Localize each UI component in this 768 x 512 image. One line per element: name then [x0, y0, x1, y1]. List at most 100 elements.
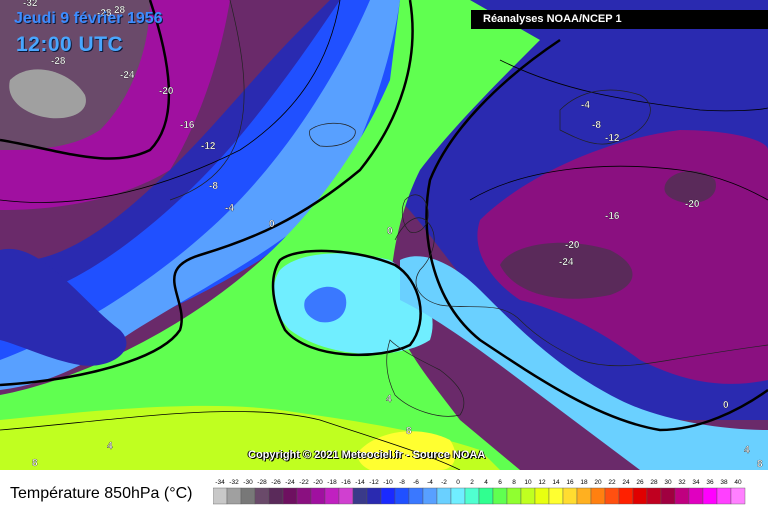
- isotherm-label: -28: [97, 8, 112, 19]
- scale-swatch: [436, 487, 452, 505]
- scale-tick-label: 10: [524, 479, 532, 486]
- scale-tick-label: 12: [538, 479, 546, 486]
- scale-swatch: [310, 487, 326, 505]
- cold-core-europe: [500, 242, 633, 299]
- isotherm-label: -24: [120, 70, 135, 81]
- isotherm-label: 8: [406, 426, 412, 437]
- scale-swatch: [520, 487, 536, 505]
- scale-tick-label: -30: [243, 479, 253, 486]
- scale-tick-label: 24: [622, 479, 630, 486]
- scale-swatch: [646, 487, 662, 505]
- cold-blue-southwest: [0, 248, 127, 366]
- coastline-uk: [401, 194, 429, 233]
- scale-swatch: [464, 487, 480, 505]
- scale-tick-label: -24: [285, 479, 295, 486]
- isotherm-label: -20: [685, 199, 700, 210]
- scale-swatch: [226, 487, 242, 505]
- scale-tick-label: 8: [512, 479, 516, 486]
- contour-line: [0, 0, 341, 203]
- contour-line: [0, 411, 461, 470]
- scale-swatch: [240, 487, 256, 505]
- scale-swatch: [213, 487, 228, 505]
- mid-blue-band: [0, 0, 420, 370]
- scale-tick-label: 32: [678, 479, 686, 486]
- scale-tick-label: 20: [594, 479, 602, 486]
- scale-tick-label: -6: [413, 479, 419, 486]
- cold-core-east: [664, 170, 716, 204]
- isotherm-label: -12: [605, 133, 620, 144]
- scale-swatch: [632, 487, 648, 505]
- isotherm-label: 4: [386, 394, 392, 405]
- isotherm-label: 0: [387, 226, 393, 237]
- scale-swatch: [324, 487, 340, 505]
- scale-tick-label: 18: [580, 479, 588, 486]
- scale-swatch: [590, 487, 606, 505]
- scale-swatch: [618, 487, 634, 505]
- scale-tick-label: -4: [427, 479, 433, 486]
- scale-tick-label: 26: [636, 479, 644, 486]
- isotherm-label: -20: [565, 240, 580, 251]
- copyright-notice: Copyright © 2021 Meteociel.fr - Source N…: [248, 449, 486, 461]
- isotherm-label: 4: [744, 445, 750, 456]
- coldest-greenland: [9, 69, 86, 119]
- scale-swatch: [408, 487, 424, 505]
- scale-tick-label: -34: [215, 479, 225, 486]
- isotherm-label: -4: [225, 203, 234, 214]
- scale-tick-label: 28: [650, 479, 658, 486]
- isotherm-zero-atlantic: [0, 0, 414, 387]
- scale-swatch: [422, 487, 438, 505]
- isotherm-label: -12: [201, 141, 216, 152]
- scale-tick-label: -8: [399, 479, 405, 486]
- scale-tick-label: -32: [229, 479, 239, 486]
- isotherm-zero-east: [425, 38, 768, 432]
- isotherm-label: 8: [757, 459, 763, 470]
- scale-swatch: [254, 487, 270, 505]
- isotherm-label: -8: [592, 120, 601, 131]
- scale-swatch: [352, 487, 368, 505]
- temperature-map: -32 -28 28 -28 -24 -20 -16 -12 -8 -4 0 0…: [0, 0, 768, 470]
- mild-green-zone: [0, 0, 540, 470]
- isotherm-label: -16: [605, 211, 620, 222]
- cyan-med-zone: [400, 256, 768, 470]
- isotherm-label: -20: [159, 86, 174, 97]
- scale-swatch: [730, 487, 746, 505]
- map-time: 12:00 UTC: [16, 33, 124, 56]
- scale-swatch: [576, 487, 592, 505]
- scale-swatch: [688, 487, 704, 505]
- cool-blue-cell: [304, 286, 347, 323]
- scale-swatch: [282, 487, 298, 505]
- scale-swatch: [380, 487, 396, 505]
- scale-tick-label: -10: [383, 479, 393, 486]
- scale-tick-label: 4: [484, 479, 488, 486]
- scale-tick-label: 14: [552, 479, 560, 486]
- map-date: Jeudi 9 février 1956: [14, 10, 163, 27]
- scale-swatch: [450, 487, 466, 505]
- scale-swatch: [534, 487, 550, 505]
- color-scale: -34 -32 -30 -28 -26 -24 -22 -20 -18 -16 -14 -12 -10-…: [213, 479, 746, 505]
- coastline-europe: [394, 217, 768, 367]
- scale-swatch: [674, 487, 690, 505]
- scale-swatch: [366, 487, 382, 505]
- isotherm-label: -28: [51, 56, 66, 67]
- scale-tick-label: -28: [257, 479, 267, 486]
- scale-tick-label: 40: [734, 479, 742, 486]
- coastline-iberia: [386, 339, 465, 417]
- scale-tick-label: 34: [692, 479, 700, 486]
- isotherm-label: -16: [180, 120, 195, 131]
- scale-tick-label: 30: [664, 479, 672, 486]
- scale-tick-label: 22: [608, 479, 616, 486]
- scale-swatch: [548, 487, 564, 505]
- source-label: Réanalyses NOAA/NCEP 1: [471, 10, 768, 29]
- contour-line: [499, 59, 768, 112]
- scale-swatch: [296, 487, 312, 505]
- scale-tick-label: -12: [369, 479, 379, 486]
- contour-line: [469, 165, 768, 201]
- scale-swatch: [716, 487, 732, 505]
- isotherm-label: -8: [209, 181, 218, 192]
- isotherm-label: -24: [559, 257, 574, 268]
- scale-tick-label: 6: [498, 479, 502, 486]
- scale-tick-label: -26: [271, 479, 281, 486]
- scale-tick-label: 2: [470, 479, 474, 486]
- scale-swatch: [478, 487, 494, 505]
- scale-tick-label: -16: [341, 479, 351, 486]
